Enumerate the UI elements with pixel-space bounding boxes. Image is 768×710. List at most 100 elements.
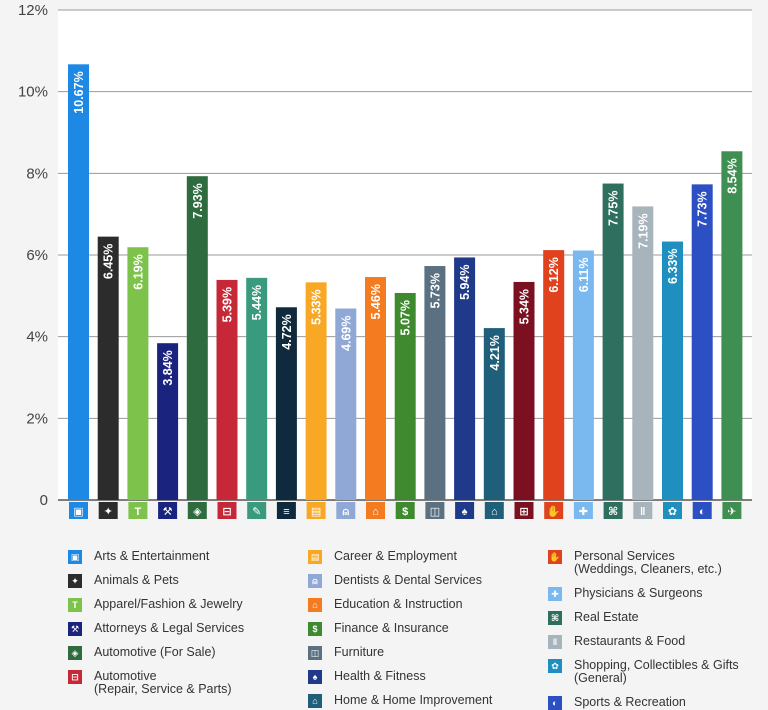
legend-label-subtext: (Repair, Service & Parts) (94, 682, 232, 696)
legend-item: ✦ Animals & Pets (68, 574, 179, 588)
bar-value-label: 6.11% (577, 258, 591, 293)
graduation-cap-icon: ⌂ (308, 598, 322, 612)
legend-label-text: Automotive (For Sale) (94, 645, 216, 659)
legend-item: ▣ Arts & Entertainment (68, 550, 209, 564)
legend-label: Sports & Recreation (574, 696, 686, 709)
legend-item: ◫ Furniture (308, 646, 384, 660)
legend-item: ◐ Sports & Recreation (548, 696, 686, 710)
brush-icon-glyph: ✎ (252, 506, 261, 518)
bar (602, 183, 624, 500)
legend-label: Apparel/Fashion & Jewelry (94, 598, 243, 611)
bar (216, 279, 238, 500)
bank-icon: ⌘ (548, 611, 562, 625)
legend-label-text: Finance & Insurance (334, 621, 449, 635)
bar (275, 307, 297, 500)
briefcase-icon-glyph: ▤ (311, 506, 321, 518)
house-icon (484, 502, 504, 519)
bar (721, 151, 743, 501)
portrait-icon-glyph: ▣ (73, 506, 83, 518)
sofa-icon: ◫ (308, 646, 322, 660)
legend-label-subtext: (General) (574, 671, 627, 685)
portrait-icon (69, 502, 88, 519)
legend-label-text: Career & Employment (334, 549, 457, 563)
medical-cross-icon-glyph: ✚ (579, 506, 588, 518)
legend-label: Attorneys & Legal Services (94, 622, 244, 635)
medical-cross-icon: ✚ (548, 587, 562, 601)
legend-label: Dentists & Dental Services (334, 574, 482, 587)
ball-icon-glyph: ◐ (699, 506, 706, 518)
gavel-icon (158, 502, 178, 519)
running-icon-glyph: ♠ (462, 506, 468, 518)
money-icon: $ (308, 622, 322, 636)
bar-value-label: 6.33% (666, 249, 680, 284)
bar (394, 292, 416, 500)
y-axis-ticks: 0 2% 4% 6% 8% 10% 12% (18, 2, 48, 509)
legend-label: Automotive (For Sale) (94, 646, 216, 659)
legend-label: Furniture (334, 646, 384, 659)
legend-item: $ Finance & Insurance (308, 622, 449, 636)
medical-cross-icon (573, 502, 593, 519)
legend-label-text: Health & Fitness (334, 669, 426, 683)
legend-label: Career & Employment (334, 550, 457, 563)
house-icon-glyph: ⌂ (491, 506, 498, 518)
bank-icon (603, 502, 623, 519)
bar (305, 282, 327, 500)
hand-icon-glyph: ✋ (547, 505, 561, 518)
legend-item: ✚ Physicians & Surgeons (548, 587, 703, 601)
legend-label-text: Attorneys & Legal Services (94, 621, 245, 635)
shirt-icon: T (68, 598, 82, 612)
utensils-icon: ‖ (548, 635, 562, 649)
bar-value-label: 4.69% (339, 315, 353, 350)
bar (157, 343, 179, 500)
legend-label: Home & Home Improvement (334, 694, 492, 707)
house-icon: ⌂ (308, 694, 322, 708)
graduation-cap-icon-glyph: ⌂ (372, 506, 379, 518)
bar-value-label: 5.73% (428, 273, 442, 308)
bar (483, 328, 505, 500)
bar-value-label: 5.07% (399, 300, 413, 335)
tag-icon: ◈ (68, 646, 82, 660)
utensils-icon (633, 502, 653, 519)
bar-value-label: 6.45% (102, 244, 116, 279)
shirt-icon-glyph: T (135, 506, 142, 518)
legend-label-text: Home & Home Improvement (334, 693, 493, 707)
plane-icon-glyph: ✈ (727, 506, 736, 518)
bar (68, 64, 89, 500)
legend-item: ◈ Automotive (For Sale) (68, 646, 216, 660)
bar-value-label: 6.19% (131, 254, 145, 289)
legend-label-text: Personal Services (574, 549, 675, 563)
legend-label-text: Real Estate (574, 610, 639, 624)
bar (335, 308, 357, 500)
bar (632, 206, 654, 501)
bar (513, 281, 535, 500)
legend-label-text: Arts & Entertainment (94, 549, 210, 563)
bar (365, 277, 386, 500)
gift-icon (663, 502, 682, 519)
bar (424, 266, 446, 500)
briefcase-icon (306, 502, 326, 519)
sofa-icon (425, 502, 445, 519)
bar (543, 250, 565, 500)
legend-item: ▤ Career & Employment (308, 550, 457, 564)
bank-icon-glyph: ⌘ (608, 506, 618, 518)
legend-item: ⌘ Real Estate (548, 611, 639, 625)
legend-item: ♠ Health & Fitness (308, 670, 426, 684)
bar-value-label: 7.93% (191, 183, 205, 218)
bar-value-label: 4.21% (488, 335, 502, 370)
legend: ▣ Arts & Entertainment ✦ Animals & Pets T App… (0, 540, 768, 710)
graduation-cap-icon (366, 502, 385, 519)
bar-value-label: 5.33% (310, 289, 324, 324)
legend-label-text: Dentists & Dental Services (334, 573, 482, 587)
bar-value-label: 5.39% (221, 287, 235, 322)
legend-item: ⌂ Education & Instruction (308, 598, 463, 612)
money-icon (395, 502, 415, 519)
hand-icon: ✋ (548, 550, 562, 564)
legend-label-text: Automotive (94, 669, 157, 683)
legend-label: Education & Instruction (334, 598, 463, 611)
legend-label: Health & Fitness (334, 670, 426, 683)
legend-label-text: Sports & Recreation (574, 695, 686, 709)
y-tick-label: 2% (26, 410, 48, 427)
legend-label-text: Physicians & Surgeons (574, 586, 703, 600)
bar-value-label: 4.72% (280, 314, 294, 349)
legend-label: Automotive (Repair, Service & Parts) (94, 670, 232, 696)
